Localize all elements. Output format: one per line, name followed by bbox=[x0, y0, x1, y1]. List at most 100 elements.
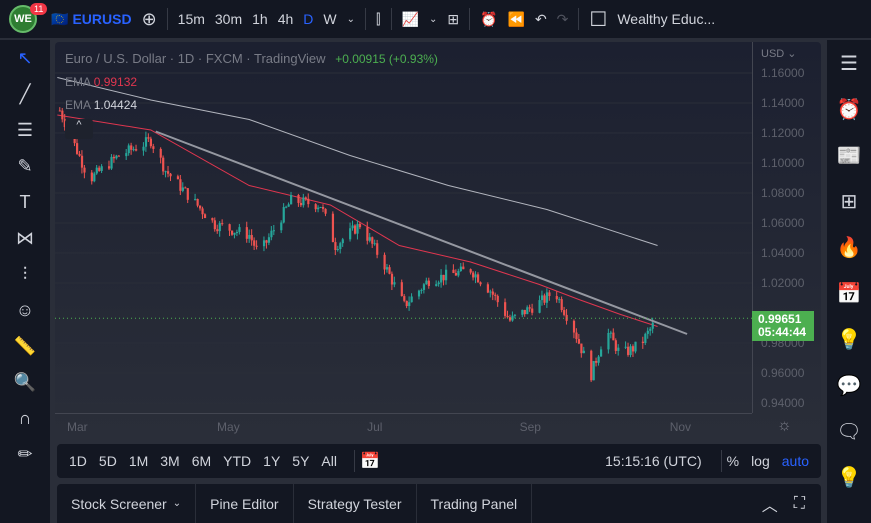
tab-stock-screener[interactable]: Stock Screener ⌄ bbox=[57, 484, 197, 523]
interval-1h[interactable]: 1h bbox=[252, 11, 268, 27]
text-icon[interactable]: T bbox=[19, 191, 31, 212]
messages-icon[interactable]: 🗨 bbox=[836, 420, 862, 443]
range-1y[interactable]: 1Y bbox=[263, 453, 281, 469]
chevron-down-icon[interactable]: ⌄ bbox=[428, 13, 438, 25]
brush-icon[interactable]: ✎ bbox=[17, 155, 33, 176]
maximize-icon[interactable]: ⛶ bbox=[793, 494, 805, 512]
tab-strategy-tester[interactable]: Strategy Tester bbox=[294, 484, 417, 523]
range-1m[interactable]: 1M bbox=[128, 453, 149, 469]
ema-legend-1[interactable]: EMA 0.99132 bbox=[65, 75, 137, 89]
candle-body bbox=[238, 227, 241, 232]
candles-icon[interactable]: ⫿ bbox=[376, 10, 381, 27]
logo-avatar[interactable]: WE 11 bbox=[0, 0, 48, 38]
checkbox-icon[interactable]: ☐ bbox=[589, 8, 608, 31]
candle-body bbox=[282, 207, 285, 223]
candle-body bbox=[353, 225, 357, 234]
candle-body bbox=[425, 280, 428, 285]
news-icon[interactable]: 📰 bbox=[836, 144, 862, 167]
tab-pine-editor[interactable]: Pine Editor bbox=[196, 484, 294, 523]
replay-icon[interactable]: ⏪ bbox=[507, 10, 525, 27]
add-list-icon[interactable]: ⊞ bbox=[840, 190, 858, 213]
range-5y[interactable]: 5Y bbox=[292, 453, 310, 469]
range-1d[interactable]: 1D bbox=[69, 453, 87, 469]
candle-body bbox=[317, 207, 320, 210]
compare-add-icon[interactable]: ⊕ bbox=[141, 8, 157, 29]
interval-d[interactable]: D bbox=[303, 11, 314, 27]
redo-icon[interactable]: ↷ bbox=[556, 10, 569, 27]
interval-15m[interactable]: 15m bbox=[177, 11, 205, 27]
alarm-add-icon[interactable]: ⏰ bbox=[480, 10, 498, 27]
auto-toggle[interactable]: auto bbox=[781, 453, 809, 469]
chats-icon[interactable]: 💬 bbox=[836, 374, 862, 397]
range-6m[interactable]: 6M bbox=[191, 453, 212, 469]
cursor-icon[interactable]: ↖ bbox=[17, 47, 33, 68]
candle-body bbox=[285, 206, 288, 208]
range-5d[interactable]: 5D bbox=[98, 453, 117, 469]
symbol-search[interactable]: 🇪🇺 EURUSD bbox=[46, 0, 137, 38]
hotlists-flame-icon[interactable]: 🔥 bbox=[836, 236, 862, 259]
candle-body bbox=[169, 173, 172, 177]
candle-body bbox=[641, 341, 644, 343]
candle-body bbox=[575, 332, 578, 340]
candle-body bbox=[543, 295, 546, 303]
streams-icon[interactable]: 💡 bbox=[836, 466, 862, 489]
price-tick: 1.14000 bbox=[761, 96, 805, 110]
candle-body bbox=[349, 228, 352, 240]
candle-body bbox=[523, 309, 526, 315]
candle-body bbox=[80, 155, 84, 168]
candle-body bbox=[595, 361, 598, 363]
candle-body bbox=[90, 172, 93, 182]
candle-body bbox=[452, 269, 455, 273]
candle-body bbox=[262, 240, 266, 247]
chevron-up-icon[interactable]: ︿ bbox=[761, 497, 778, 515]
collapse-legend-button[interactable]: ^ bbox=[65, 119, 93, 139]
interval-30m[interactable]: 30m bbox=[214, 11, 243, 27]
settings-gear-icon[interactable]: ☼ bbox=[777, 417, 792, 434]
alarm-clock-icon[interactable]: ⏰ bbox=[836, 98, 862, 121]
candle-body bbox=[83, 167, 86, 173]
ema-value: 1.04424 bbox=[93, 98, 138, 112]
account-name[interactable]: Wealthy Educ... bbox=[617, 11, 716, 27]
range-3m[interactable]: 3M bbox=[160, 453, 180, 469]
ema-legend-2[interactable]: EMA 1.04424 bbox=[65, 98, 137, 112]
log-toggle[interactable]: log bbox=[751, 453, 770, 469]
candle-body bbox=[144, 137, 148, 147]
interval-w[interactable]: W bbox=[323, 11, 337, 27]
price-axis[interactable]: USD ⌄ bbox=[752, 42, 821, 413]
candle-body bbox=[179, 179, 182, 191]
range-ytd[interactable]: YTD bbox=[223, 453, 252, 469]
lock-drawings-icon[interactable]: ✏ bbox=[17, 443, 33, 464]
ideas-lightbulb-icon[interactable]: 💡 bbox=[836, 328, 862, 351]
chart-pane[interactable]: 1.16000 1.14000 1.12000 1.10000 1.08000 1.060… bbox=[55, 42, 821, 440]
indicators-icon[interactable]: 📈 bbox=[401, 10, 419, 27]
pattern-icon[interactable]: ⋈ bbox=[16, 227, 34, 248]
interval-4h[interactable]: 4h bbox=[277, 11, 294, 27]
tab-trading-panel[interactable]: Trading Panel bbox=[417, 484, 533, 523]
clock[interactable]: 15:15:16 (UTC) bbox=[605, 453, 702, 469]
calendar-icon[interactable]: 📅 bbox=[836, 282, 862, 305]
percent-toggle[interactable]: % bbox=[726, 453, 740, 469]
goto-date-icon[interactable]: 📅 bbox=[359, 453, 380, 470]
ruler-icon[interactable]: 📏 bbox=[13, 335, 37, 356]
emoji-icon[interactable]: ☺ bbox=[15, 299, 35, 320]
layout-grid-icon[interactable]: ⊞ bbox=[447, 10, 460, 27]
currency-selector[interactable]: USD ⌄ bbox=[761, 48, 797, 60]
time-axis[interactable]: Mar May Jul Sep Nov bbox=[55, 413, 752, 440]
candle-body bbox=[400, 282, 403, 297]
chevron-down-icon[interactable]: ⌄ bbox=[346, 13, 356, 25]
fib-icon[interactable]: ☰ bbox=[16, 119, 34, 140]
candle-body bbox=[358, 223, 362, 228]
candle-body bbox=[194, 198, 197, 200]
price-chart[interactable]: 1.16000 1.14000 1.12000 1.10000 1.08000 1.060… bbox=[55, 42, 821, 440]
undo-icon[interactable]: ↶ bbox=[534, 10, 547, 27]
divider bbox=[353, 450, 355, 472]
prediction-icon[interactable]: ⫶ bbox=[22, 263, 28, 284]
candle-body bbox=[489, 291, 492, 293]
trend-line-icon[interactable]: ╱ bbox=[19, 83, 31, 104]
watchlist-icon[interactable]: ☰ bbox=[840, 52, 858, 75]
price-tick: 1.16000 bbox=[761, 66, 805, 80]
range-all[interactable]: All bbox=[321, 453, 337, 469]
magnet-icon[interactable]: ∩ bbox=[18, 407, 32, 428]
candle-body bbox=[528, 307, 531, 309]
zoom-in-icon[interactable]: 🔍 bbox=[13, 371, 37, 392]
